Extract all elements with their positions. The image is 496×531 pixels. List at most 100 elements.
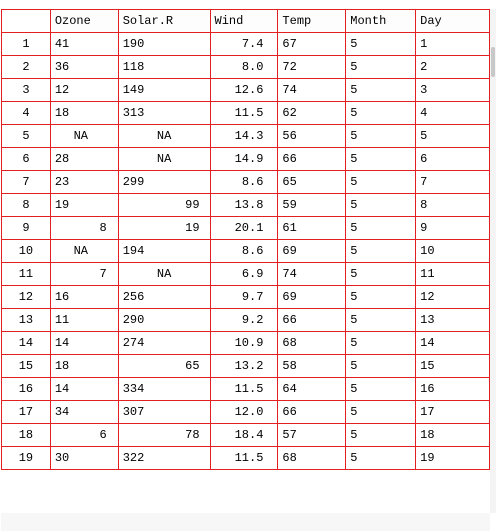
cell-solar[interactable]: 149: [117, 78, 211, 102]
cell-ozone[interactable]: 18: [49, 101, 119, 125]
cell-day[interactable]: 16: [415, 377, 490, 401]
cell-solar[interactable]: NA: [117, 124, 211, 148]
cell-day[interactable]: 18: [415, 423, 490, 447]
cell-solar[interactable]: 313: [117, 101, 211, 125]
cell-ozone[interactable]: 30: [49, 446, 119, 470]
cell-month[interactable]: 5: [345, 124, 417, 148]
column-header-solar-r[interactable]: Solar.R: [117, 9, 211, 33]
cell-wind[interactable]: 10.9: [209, 331, 279, 355]
cell-month[interactable]: 5: [345, 216, 417, 240]
cell-wind[interactable]: 11.5: [209, 101, 279, 125]
cell-month[interactable]: 5: [345, 193, 417, 217]
table-row[interactable]: 12 16 256 9.7 69 5 12: [1, 285, 490, 309]
cell-day[interactable]: 11: [415, 262, 490, 286]
cell-temp[interactable]: 65: [277, 170, 347, 194]
cell-solar[interactable]: 65: [117, 354, 211, 378]
cell-temp[interactable]: 69: [277, 239, 347, 263]
cell-solar[interactable]: 194: [117, 239, 211, 263]
cell-day[interactable]: 14: [415, 331, 490, 355]
cell-temp[interactable]: 56: [277, 124, 347, 148]
table-row[interactable]: 19 30 322 11.5 68 5 19: [1, 446, 490, 470]
horizontal-scrollbar[interactable]: [1, 513, 490, 531]
table-row[interactable]: 2 36 118 8.0 72 5 2: [1, 55, 490, 79]
cell-day[interactable]: 1: [415, 32, 490, 56]
cell-wind[interactable]: 20.1: [209, 216, 279, 240]
cell-day[interactable]: 2: [415, 55, 490, 79]
cell-temp[interactable]: 57: [277, 423, 347, 447]
cell-temp[interactable]: 74: [277, 78, 347, 102]
column-header-temp[interactable]: Temp: [277, 9, 347, 33]
cell-temp[interactable]: 68: [277, 446, 347, 470]
column-header-day[interactable]: Day: [415, 9, 490, 33]
cell-solar[interactable]: 118: [117, 55, 211, 79]
table-row[interactable]: 17 34 307 12.0 66 5 17: [1, 400, 490, 424]
cell-temp[interactable]: 58: [277, 354, 347, 378]
cell-wind[interactable]: 9.7: [209, 285, 279, 309]
cell-wind[interactable]: 12.0: [209, 400, 279, 424]
cell-ozone[interactable]: 7: [49, 262, 119, 286]
cell-wind[interactable]: 13.2: [209, 354, 279, 378]
cell-temp[interactable]: 72: [277, 55, 347, 79]
cell-month[interactable]: 5: [345, 55, 417, 79]
cell-wind[interactable]: 13.8: [209, 193, 279, 217]
cell-wind[interactable]: 18.4: [209, 423, 279, 447]
cell-month[interactable]: 5: [345, 400, 417, 424]
cell-ozone[interactable]: NA: [49, 239, 119, 263]
cell-solar[interactable]: 290: [117, 308, 211, 332]
table-row[interactable]: 10 NA 194 8.6 69 5 10: [1, 239, 490, 263]
cell-ozone[interactable]: 6: [49, 423, 119, 447]
cell-month[interactable]: 5: [345, 32, 417, 56]
table-row[interactable]: 14 14 274 10.9 68 5 14: [1, 331, 490, 355]
cell-day[interactable]: 6: [415, 147, 490, 171]
table-row[interactable]: 3 12 149 12.6 74 5 3: [1, 78, 490, 102]
table-row[interactable]: 13 11 290 9.2 66 5 13: [1, 308, 490, 332]
cell-temp[interactable]: 59: [277, 193, 347, 217]
vertical-scrollbar[interactable]: [490, 9, 496, 513]
cell-day[interactable]: 7: [415, 170, 490, 194]
cell-month[interactable]: 5: [345, 446, 417, 470]
cell-temp[interactable]: 74: [277, 262, 347, 286]
table-row[interactable]: 8 19 99 13.8 59 5 8: [1, 193, 490, 217]
cell-solar[interactable]: 190: [117, 32, 211, 56]
cell-month[interactable]: 5: [345, 101, 417, 125]
table-row[interactable]: 11 7 NA 6.9 74 5 11: [1, 262, 490, 286]
cell-ozone[interactable]: 18: [49, 354, 119, 378]
cell-wind[interactable]: 6.9: [209, 262, 279, 286]
cell-ozone[interactable]: 14: [49, 331, 119, 355]
cell-day[interactable]: 19: [415, 446, 490, 470]
cell-month[interactable]: 5: [345, 170, 417, 194]
cell-temp[interactable]: 67: [277, 32, 347, 56]
scrollbar-thumb[interactable]: [491, 47, 495, 77]
cell-wind[interactable]: 8.6: [209, 170, 279, 194]
cell-solar[interactable]: 78: [117, 423, 211, 447]
cell-month[interactable]: 5: [345, 78, 417, 102]
cell-temp[interactable]: 64: [277, 377, 347, 401]
cell-solar[interactable]: 19: [117, 216, 211, 240]
cell-day[interactable]: 10: [415, 239, 490, 263]
table-row[interactable]: 7 23 299 8.6 65 5 7: [1, 170, 490, 194]
table-row[interactable]: 6 28 NA 14.9 66 5 6: [1, 147, 490, 171]
cell-day[interactable]: 13: [415, 308, 490, 332]
column-header-ozone[interactable]: Ozone: [49, 9, 119, 33]
table-row[interactable]: 15 18 65 13.2 58 5 15: [1, 354, 490, 378]
cell-temp[interactable]: 69: [277, 285, 347, 309]
cell-solar[interactable]: 274: [117, 331, 211, 355]
cell-day[interactable]: 17: [415, 400, 490, 424]
cell-solar[interactable]: 256: [117, 285, 211, 309]
cell-ozone[interactable]: 8: [49, 216, 119, 240]
cell-ozone[interactable]: 11: [49, 308, 119, 332]
cell-temp[interactable]: 66: [277, 400, 347, 424]
cell-solar[interactable]: 99: [117, 193, 211, 217]
table-row[interactable]: 16 14 334 11.5 64 5 16: [1, 377, 490, 401]
cell-solar[interactable]: 334: [117, 377, 211, 401]
cell-day[interactable]: 5: [415, 124, 490, 148]
cell-month[interactable]: 5: [345, 308, 417, 332]
cell-solar[interactable]: 299: [117, 170, 211, 194]
cell-wind[interactable]: 11.5: [209, 377, 279, 401]
table-row[interactable]: 18 6 78 18.4 57 5 18: [1, 423, 490, 447]
cell-month[interactable]: 5: [345, 423, 417, 447]
cell-ozone[interactable]: 16: [49, 285, 119, 309]
cell-temp[interactable]: 68: [277, 331, 347, 355]
cell-solar[interactable]: 322: [117, 446, 211, 470]
cell-ozone[interactable]: 28: [49, 147, 119, 171]
